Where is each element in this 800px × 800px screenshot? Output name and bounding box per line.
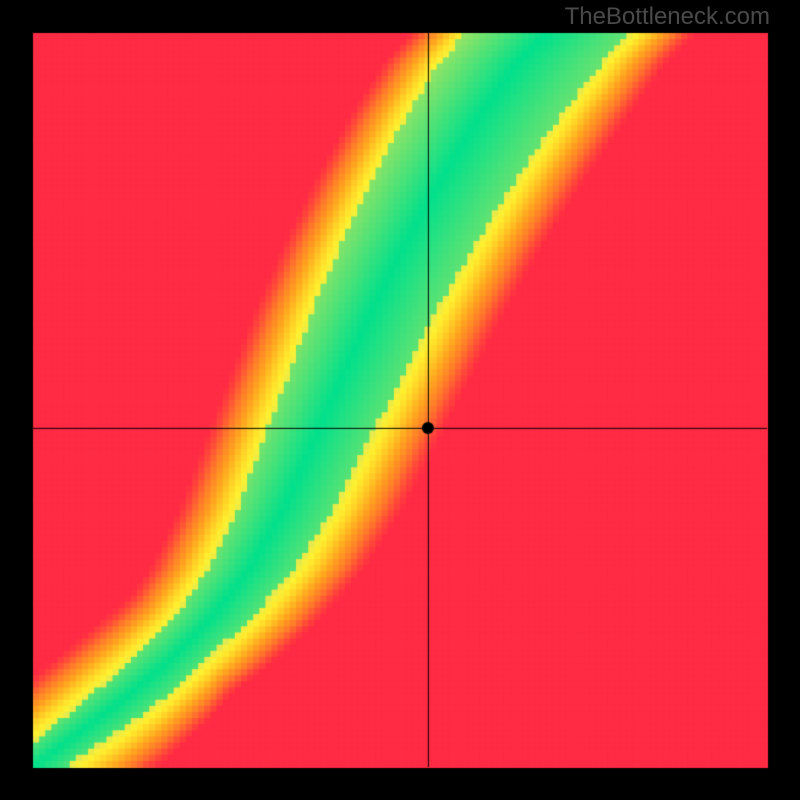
watermark-text: TheBottleneck.com (565, 3, 770, 31)
bottleneck-heatmap (0, 0, 800, 800)
chart-container: TheBottleneck.com (0, 0, 800, 800)
